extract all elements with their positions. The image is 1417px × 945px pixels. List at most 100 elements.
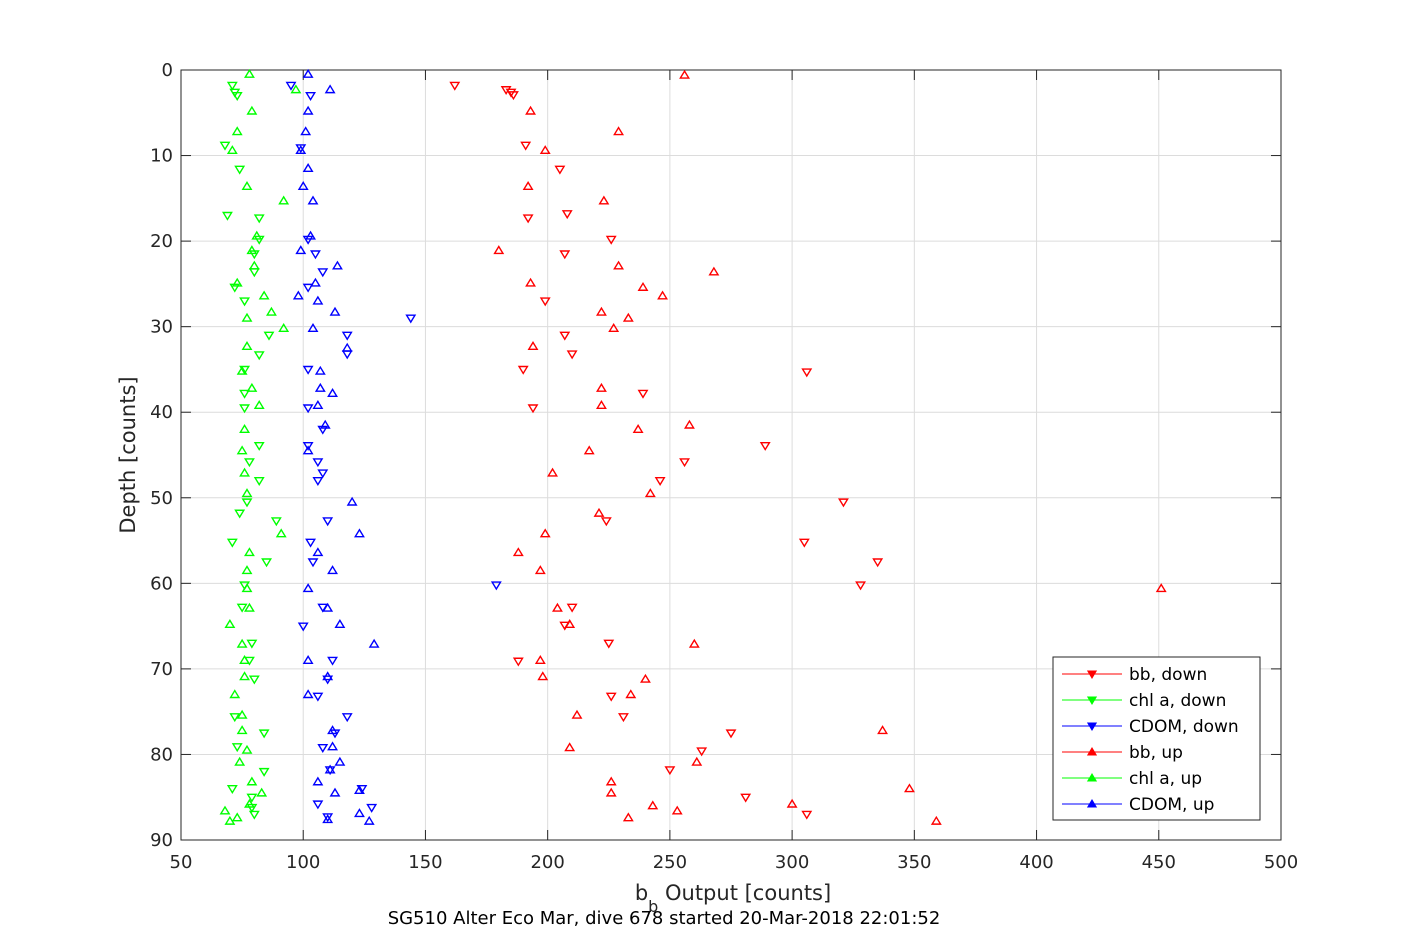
marker-chl-a-down: [229, 713, 241, 723]
marker-cdom-down: [307, 558, 319, 568]
legend: bb, down chl a, down CDOM, down bb, up chl a…: [1052, 656, 1261, 821]
marker-cdom-down: [302, 441, 314, 451]
marker-chl-a-up: [241, 341, 253, 350]
x-axis: 50 100 150 200 250 300 350 400 450 500: [170, 70, 1298, 873]
marker-cdom-up: [354, 785, 365, 795]
marker-bb-down: [605, 235, 617, 245]
marker-chl-a-up: [248, 260, 260, 270]
marker-cdom-up: [302, 654, 314, 664]
marker-bb-up: [708, 266, 720, 276]
marker-bb-up: [547, 467, 558, 477]
marker-bb-up: [625, 689, 637, 699]
marker-chl-a-down: [239, 365, 250, 375]
marker-chl-a-down: [253, 214, 265, 224]
marker-cdom-up: [322, 814, 334, 824]
marker-cdom-up: [334, 619, 346, 629]
marker-cdom-down: [305, 538, 316, 548]
marker-cdom-down: [285, 81, 297, 91]
x-tick-label: 100: [286, 852, 320, 873]
marker-cdom-up: [324, 84, 336, 94]
marker-chl-a-up: [246, 245, 258, 255]
marker-cdom-down: [341, 331, 353, 341]
x-tick-label: 450: [1142, 852, 1176, 873]
marker-cdom-up: [327, 388, 338, 398]
marker-bb-up: [598, 195, 610, 205]
marker-bb-up: [657, 290, 668, 300]
x-tick-label: 500: [1264, 852, 1298, 873]
x-axis-label-subscript: b: [648, 897, 658, 916]
marker-cdom-down: [356, 785, 368, 795]
x-tick-label: 150: [408, 852, 442, 873]
marker-cdom-up: [302, 583, 314, 593]
marker-bb-down: [566, 603, 578, 613]
marker-cdom-down: [341, 713, 353, 723]
marker-chl-a-up: [231, 126, 243, 136]
x-tick-label: 350: [897, 852, 931, 873]
x-axis-label-rest: Output [counts]: [658, 881, 831, 905]
marker-cdom-up: [322, 671, 334, 681]
x-tick-label: 400: [1019, 852, 1053, 873]
marker-bb-up: [596, 400, 607, 410]
marker-cdom-down: [312, 477, 324, 487]
marker-chl-a-up: [229, 689, 241, 699]
marker-bb-up: [786, 798, 798, 808]
legend-box: [1052, 656, 1261, 821]
marker-bb-down: [637, 389, 649, 399]
marker-bb-down: [505, 88, 517, 98]
marker-cdom-up: [354, 528, 365, 538]
marker-chl-a-down: [253, 235, 265, 245]
marker-cdom-up: [297, 181, 309, 190]
marker-chl-a-down: [248, 268, 260, 278]
marker-chl-a-down: [253, 441, 265, 451]
marker-cdom-up: [329, 306, 341, 316]
data-markers: [219, 68, 1167, 825]
legend-label-bb-up: bb, up: [1129, 743, 1183, 763]
marker-chl-a-down: [261, 558, 272, 568]
legend-marker-chl-a-down: [1086, 696, 1098, 705]
marker-cdom-up: [314, 382, 326, 392]
y-tick-label: 0: [162, 60, 173, 81]
marker-chl-a-up: [241, 488, 253, 498]
marker-chl-a-up: [290, 84, 302, 94]
legend-label-cdom-down: CDOM, down: [1129, 717, 1239, 737]
marker-cdom-up: [307, 195, 319, 205]
marker-bb-up: [877, 725, 888, 735]
marker-chl-a-down: [226, 81, 238, 91]
marker-chl-a-down: [270, 517, 282, 527]
marker-bb-up: [671, 805, 683, 815]
y-tick-label: 50: [150, 488, 173, 509]
y-tick-label: 30: [150, 317, 173, 338]
marker-chl-a-up: [236, 709, 248, 719]
marker-bb-up: [522, 181, 534, 190]
marker-cdom-down: [302, 365, 314, 375]
marker-cdom-up: [302, 105, 314, 115]
marker-cdom-up: [332, 260, 343, 270]
marker-cdom-down: [490, 581, 502, 591]
marker-chl-a-up: [244, 547, 255, 557]
marker-chl-a-up: [278, 195, 290, 205]
marker-cdom-down: [297, 622, 309, 632]
marker-cdom-down: [405, 314, 417, 324]
marker-chl-a-up: [236, 638, 248, 648]
marker-bb-down: [600, 517, 612, 527]
marker-chl-a-up: [246, 776, 258, 786]
marker-bb-up: [539, 145, 551, 155]
marker-bb-down: [527, 404, 539, 414]
legend-marker-cdom-up: [1086, 799, 1098, 808]
marker-bb-up: [552, 602, 563, 612]
marker-cdom-up: [327, 565, 338, 575]
marker-bb-down: [449, 81, 461, 91]
marker-bb-up: [512, 547, 524, 557]
x-axis-label-main: b: [635, 881, 648, 905]
marker-cdom-down: [305, 92, 316, 102]
marker-cdom-down: [312, 458, 324, 468]
marker-cdom-up: [322, 602, 334, 612]
marker-bb-up: [539, 528, 551, 538]
marker-cdom-down: [322, 517, 334, 527]
marker-cdom-down: [310, 250, 321, 260]
marker-bb-down: [696, 747, 708, 757]
marker-bb-down: [664, 766, 676, 776]
marker-bb-up: [679, 69, 690, 79]
marker-cdom-up: [300, 126, 312, 136]
marker-bb-up: [1155, 583, 1167, 593]
